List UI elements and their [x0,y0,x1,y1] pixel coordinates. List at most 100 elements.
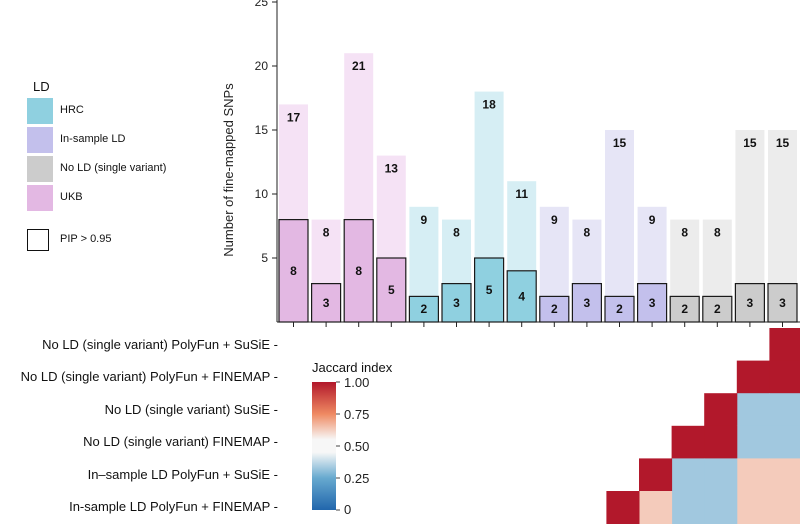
legend-label-in-sample-ld: In-sample LD [60,133,126,145]
heatmap-cell [704,393,738,427]
bar-total-label: 9 [649,213,656,227]
heatmap-row-label: No LD (single variant) PolyFun + FINEMAP… [20,369,278,384]
heatmap-cell [704,491,738,524]
bar-pip-ukb [376,257,407,323]
pip-outline-swatch [27,229,49,251]
bar-pip-label: 3 [779,296,786,310]
y-axis-label: Number of fine-mapped SNPs [221,83,236,257]
heatmap-row-label: No LD (single variant) FINEMAP - [83,434,278,449]
heatmap-cell [769,360,800,394]
bar-total-label: 15 [776,136,790,150]
legend-item-pip: PIP > 0.95 [27,227,247,253]
bar-pip-ukb [311,283,342,323]
heatmap-cell [736,491,770,524]
bar-pip-label: 2 [681,302,688,316]
bar-total-label: 9 [421,213,428,227]
bar-total-label: 9 [551,213,558,227]
bar-pip-label: 3 [323,296,330,310]
bar-pip-in-sample-ld [636,283,668,323]
heatmap-cell [704,458,738,492]
bar-total-label: 18 [482,98,496,112]
bar-total-label: 17 [287,110,301,124]
heatmap-cell [736,458,770,492]
bar-pip-no-ld-single-variant- [702,295,733,323]
heatmap-cell [736,360,770,394]
bar-pip-label: 3 [747,296,754,310]
bar-total-label: 15 [613,136,627,150]
legend-item-in-sample-ld: In-sample LD [27,127,247,153]
bar-total-label: 8 [681,226,688,240]
legend-swatch-no-ld [27,156,53,182]
legend-swatch-ukb [27,185,53,211]
bar-total-label: 21 [352,59,366,73]
legend-swatch-hrc [27,98,53,124]
heatmap-cell [639,491,673,524]
jaccard-tick-0: 0 [344,502,351,517]
legend-item-hrc: HRC [27,98,247,124]
heatmap-cell [671,491,705,524]
heatmap-cell [769,491,800,524]
bar-total-label: 8 [714,226,721,240]
heatmap-row-label: In-sample LD PolyFun + FINEMAP - [69,499,278,514]
bar-pip-label: 2 [714,302,721,316]
bar-total-label: 13 [385,162,399,176]
legend-item-ukb: UKB [27,185,247,211]
heatmap-cell [736,393,770,427]
bar-pip-no-ld-single-variant- [669,295,700,323]
jaccard-colorbar [312,382,336,510]
bar-pip-label: 3 [649,296,656,310]
bar-total-label: 8 [453,226,460,240]
jaccard-tick-050: 0.50 [344,439,369,454]
bar-pip-label: 4 [518,289,525,303]
heatmap-cell [769,393,800,427]
y-tick-label: 15 [255,123,269,137]
legend-label-pip: PIP > 0.95 [60,233,112,245]
heatmap-cell [639,458,673,492]
bar-pip-hrc [441,283,472,323]
heatmap-row-label: No LD (single variant) SuSiE - [104,402,278,417]
jaccard-tick-100: 1.00 [344,375,369,390]
bar-pip-label: 5 [388,283,395,297]
legend-label-no-ld: No LD (single variant) [60,162,167,174]
bar-total-label: 15 [743,136,757,150]
bar-total-in-sample-ld [605,130,634,322]
bar-pip-no-ld-single-variant- [767,283,798,323]
bar-pip-label: 2 [551,302,558,316]
bar-total-label: 8 [323,226,330,240]
y-tick-label: 5 [261,251,268,265]
y-tick-label: 25 [255,0,269,9]
bar-total-label: 11 [515,187,528,201]
bar-pip-label: 3 [584,296,591,310]
ld-legend-title: LD [33,79,50,94]
y-tick-label: 10 [255,187,269,201]
heatmap-row-label: No LD (single variant) PolyFun + SuSiE - [42,337,278,352]
heatmap-cell [704,425,738,459]
jaccard-legend-title: Jaccard index [312,360,393,375]
heatmap-cell [671,458,705,492]
heatmap-cell [606,491,640,524]
bar-pip-label: 8 [290,264,297,278]
heatmap-row-label: In–sample LD PolyFun + SuSiE - [87,467,278,482]
legend-swatch-in-sample-ld [27,127,53,153]
heatmap-cell [769,425,800,459]
jaccard-colorbar-ticks [336,381,340,511]
bar-pip-label: 5 [486,283,493,297]
bar-total-label: 8 [584,226,591,240]
heatmap-cell [769,458,800,492]
legend-label-ukb: UKB [60,191,83,203]
bar-pip-label: 2 [616,302,623,316]
bar-pip-in-sample-ld [571,283,603,323]
legend-label-hrc: HRC [60,104,84,116]
jaccard-tick-025: 0.25 [344,471,369,486]
heatmap-cell [736,425,770,459]
bar-pip-label: 3 [453,296,460,310]
heatmap-cell [769,328,800,362]
bar-pip-label: 8 [355,264,362,278]
bar-pip-label: 2 [421,302,428,316]
y-tick-label: 20 [255,59,269,73]
bar-pip-hrc [506,270,537,323]
legend-item-no-ld: No LD (single variant) [27,156,247,182]
heatmap-cell [671,425,705,459]
bar-pip-hrc [474,257,505,323]
